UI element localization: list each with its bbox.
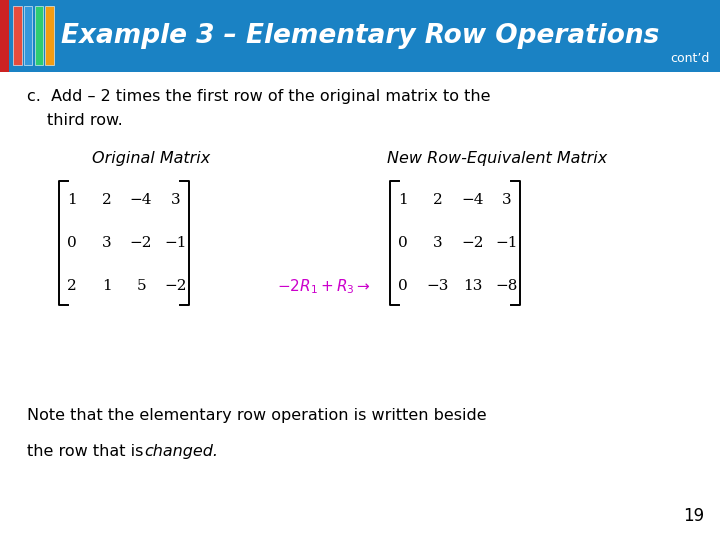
Text: 0: 0 xyxy=(398,236,408,250)
Text: $-2R_1 + R_3\rightarrow$: $-2R_1 + R_3\rightarrow$ xyxy=(277,277,371,295)
Text: 13: 13 xyxy=(463,279,482,293)
Text: 3: 3 xyxy=(171,193,181,207)
Text: 3: 3 xyxy=(502,193,512,207)
Text: Example 3 – Elementary Row Operations: Example 3 – Elementary Row Operations xyxy=(61,23,660,49)
Text: the row that is: the row that is xyxy=(27,444,149,460)
Text: 3: 3 xyxy=(433,236,443,250)
Text: Original Matrix: Original Matrix xyxy=(92,151,210,166)
Bar xyxy=(45,6,54,65)
Text: −3: −3 xyxy=(426,279,449,293)
Text: 2: 2 xyxy=(67,279,77,293)
Bar xyxy=(0,0,9,72)
Text: −2: −2 xyxy=(130,236,153,250)
Text: −2: −2 xyxy=(461,236,484,250)
Text: 19: 19 xyxy=(683,507,704,525)
Text: third row.: third row. xyxy=(47,113,122,129)
Text: cont’d: cont’d xyxy=(670,52,709,65)
Text: 3: 3 xyxy=(102,236,112,250)
Text: 1: 1 xyxy=(102,279,112,293)
Text: New Row-Equivalent Matrix: New Row-Equivalent Matrix xyxy=(387,151,607,166)
Text: −4: −4 xyxy=(130,193,153,207)
Text: 2: 2 xyxy=(102,193,112,207)
Text: changed.: changed. xyxy=(145,444,219,460)
Text: −8: −8 xyxy=(495,279,518,293)
Bar xyxy=(0,0,720,72)
Bar xyxy=(13,6,22,65)
Bar xyxy=(24,6,32,65)
Text: 1: 1 xyxy=(398,193,408,207)
Text: 2: 2 xyxy=(433,193,443,207)
Text: 5: 5 xyxy=(136,279,146,293)
Bar xyxy=(35,6,43,65)
Text: −1: −1 xyxy=(495,236,518,250)
Text: −2: −2 xyxy=(164,279,187,293)
Text: −1: −1 xyxy=(164,236,187,250)
Text: Note that the elementary row operation is written beside: Note that the elementary row operation i… xyxy=(27,408,487,423)
Text: c.  Add – 2 times the first row of the original matrix to the: c. Add – 2 times the first row of the or… xyxy=(27,89,491,104)
Text: 0: 0 xyxy=(67,236,77,250)
Text: 0: 0 xyxy=(398,279,408,293)
Text: −4: −4 xyxy=(461,193,484,207)
Text: 1: 1 xyxy=(67,193,77,207)
